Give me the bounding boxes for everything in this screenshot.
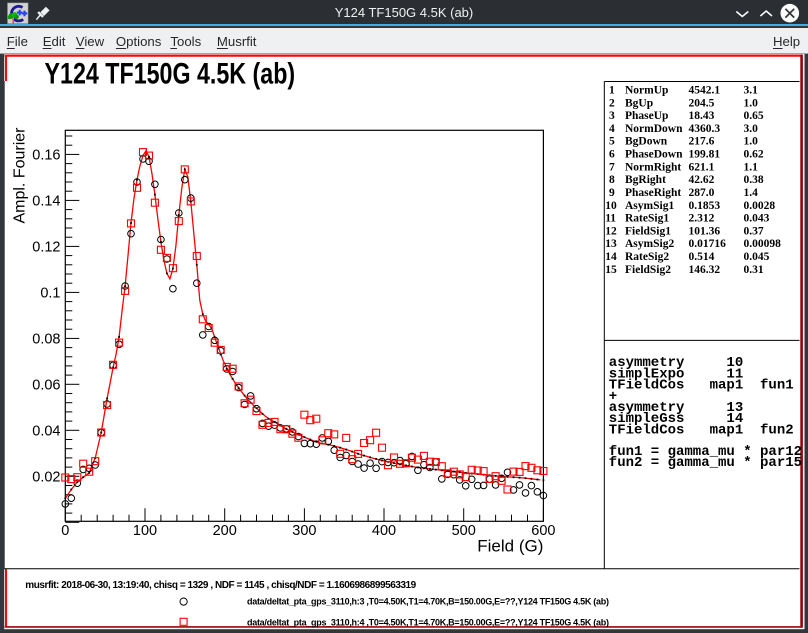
svg-text:0.16: 0.16 [32, 147, 60, 163]
svg-text:0.65: 0.65 [744, 110, 764, 122]
svg-text:PhaseUp: PhaseUp [625, 110, 668, 122]
svg-text:asymmetry 10: asymmetry 10 [609, 355, 743, 371]
svg-text:FieldSig2: FieldSig2 [625, 264, 671, 276]
svg-text:TFieldCos map1 fun2: TFieldCos map1 fun2 [609, 422, 794, 438]
svg-text:2.312: 2.312 [689, 213, 715, 225]
svg-text:0.06: 0.06 [32, 377, 60, 393]
svg-text:100: 100 [133, 523, 157, 539]
svg-text:1.1: 1.1 [744, 161, 759, 173]
svg-text:fun1 = gamma_mu * par12: fun1 = gamma_mu * par12 [609, 444, 802, 460]
svg-text:Y124 TF150G 4.5K (ab): Y124 TF150G 4.5K (ab) [45, 57, 296, 91]
svg-text:400: 400 [372, 523, 396, 539]
svg-text:5: 5 [609, 136, 615, 148]
svg-text:1.4: 1.4 [744, 187, 759, 199]
svg-text:NormRight: NormRight [625, 161, 681, 173]
svg-text:0.62: 0.62 [744, 149, 764, 161]
svg-text:9: 9 [609, 187, 615, 199]
svg-text:NormDown: NormDown [625, 123, 683, 135]
svg-text:6: 6 [609, 149, 615, 161]
svg-text:0.02: 0.02 [32, 469, 60, 485]
svg-text:0.01716: 0.01716 [689, 238, 727, 250]
svg-text:fun2 = gamma_mu * par15: fun2 = gamma_mu * par15 [609, 455, 802, 471]
svg-text:10: 10 [605, 200, 617, 212]
svg-text:data/deltat_pta_gps_3110,h:3 ,: data/deltat_pta_gps_3110,h:3 ,T0=4.50K,T… [247, 597, 609, 607]
svg-text:18.43: 18.43 [689, 110, 715, 122]
svg-text:4542.1: 4542.1 [689, 85, 721, 97]
svg-text:8: 8 [609, 174, 615, 186]
svg-text:0.04: 0.04 [32, 423, 60, 439]
svg-text:12: 12 [605, 225, 617, 237]
svg-text:AsymSig1: AsymSig1 [625, 200, 674, 212]
svg-text:0.045: 0.045 [744, 251, 770, 263]
svg-text:BgDown: BgDown [625, 136, 668, 148]
svg-text:0.12: 0.12 [32, 239, 60, 255]
svg-text:FieldSig1: FieldSig1 [625, 225, 671, 237]
svg-text:musrfit: 2018-06-30, 13:19:40,: musrfit: 2018-06-30, 13:19:40, chisq = 1… [25, 580, 416, 591]
svg-text:600: 600 [531, 523, 555, 539]
svg-text:0.0028: 0.0028 [744, 200, 776, 212]
svg-text:0.00098: 0.00098 [744, 238, 782, 250]
svg-text:RateSig2: RateSig2 [625, 251, 669, 263]
svg-text:3.1: 3.1 [744, 85, 759, 97]
svg-text:3.0: 3.0 [744, 123, 759, 135]
svg-text:1: 1 [609, 85, 615, 97]
svg-text:13: 13 [605, 238, 617, 250]
svg-text:0.1: 0.1 [40, 285, 60, 301]
svg-text:199.81: 199.81 [689, 149, 721, 161]
svg-text:0: 0 [61, 523, 69, 539]
svg-text:PhaseDown: PhaseDown [625, 149, 683, 161]
svg-text:0.514: 0.514 [689, 251, 715, 263]
svg-text:101.36: 101.36 [689, 225, 721, 237]
svg-text:4: 4 [609, 123, 615, 135]
svg-text:+: + [609, 389, 617, 405]
svg-text:0.38: 0.38 [744, 174, 764, 186]
svg-text:BgRight: BgRight [625, 174, 666, 186]
svg-text:BgUp: BgUp [625, 97, 653, 109]
svg-text:0.043: 0.043 [744, 213, 770, 225]
svg-text:1.0: 1.0 [744, 97, 759, 109]
svg-text:0.08: 0.08 [32, 331, 60, 347]
svg-text:14: 14 [605, 251, 617, 263]
svg-text:4360.3: 4360.3 [689, 123, 721, 135]
svg-text:146.32: 146.32 [689, 264, 721, 276]
svg-text:simpleGss 14: simpleGss 14 [609, 411, 743, 427]
svg-text:RateSig1: RateSig1 [625, 213, 669, 225]
svg-text:300: 300 [292, 523, 316, 539]
svg-text:500: 500 [452, 523, 476, 539]
svg-text:200: 200 [213, 523, 237, 539]
svg-text:data/deltat_pta_gps_3110,h:4 ,: data/deltat_pta_gps_3110,h:4 ,T0=4.50K,T… [247, 617, 609, 627]
svg-text:1.0: 1.0 [744, 136, 759, 148]
svg-text:NormUp: NormUp [625, 85, 668, 97]
svg-text:PhaseRight: PhaseRight [625, 187, 681, 199]
svg-text:11: 11 [605, 213, 616, 225]
svg-text:204.5: 204.5 [689, 97, 715, 109]
svg-text:AsymSig2: AsymSig2 [625, 238, 674, 250]
svg-text:2: 2 [609, 97, 615, 109]
svg-text:asymmetry 13: asymmetry 13 [609, 400, 743, 416]
svg-text:Field (G): Field (G) [477, 537, 543, 556]
svg-text:217.6: 217.6 [689, 136, 715, 148]
svg-text:3: 3 [609, 110, 615, 122]
svg-text:0.14: 0.14 [32, 193, 60, 209]
svg-text:TFieldCos map1 fun1: TFieldCos map1 fun1 [609, 378, 794, 394]
svg-text:Ampl. Fourier: Ampl. Fourier [12, 127, 29, 224]
svg-text:0.31: 0.31 [744, 264, 764, 276]
svg-text:7: 7 [609, 161, 615, 173]
svg-text:621.1: 621.1 [689, 161, 715, 173]
svg-text:0.1853: 0.1853 [689, 200, 721, 212]
svg-text:287.0: 287.0 [689, 187, 715, 199]
svg-text:simplExpo 11: simplExpo 11 [609, 366, 743, 382]
svg-text:42.62: 42.62 [689, 174, 715, 186]
svg-text:15: 15 [605, 264, 617, 276]
svg-text:0.37: 0.37 [744, 225, 764, 237]
